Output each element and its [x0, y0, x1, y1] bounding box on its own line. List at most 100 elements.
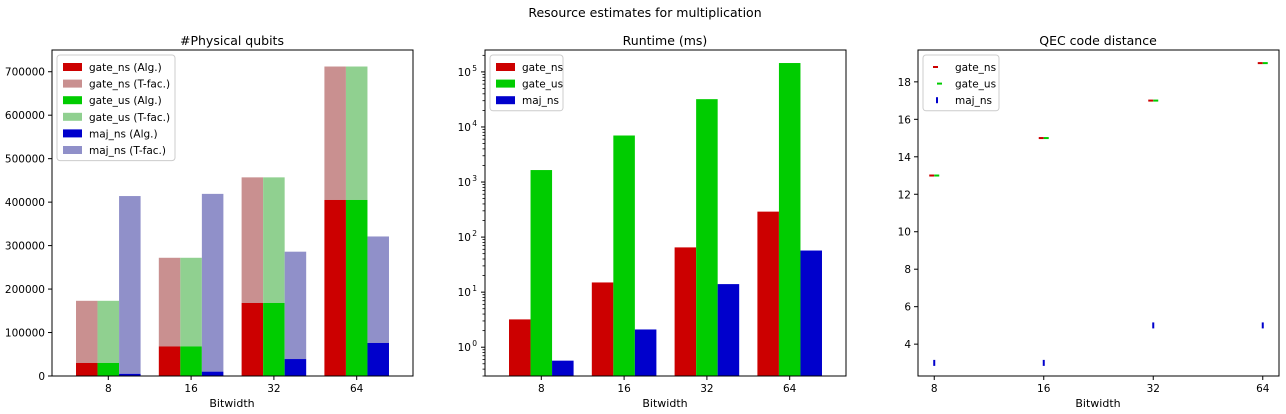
maj_ns-runtime-bar [800, 250, 822, 376]
runtime-chart-title: Runtime (ms) [623, 33, 708, 48]
gate_us-alg-bar [263, 302, 285, 376]
qubits-xtick-label: 32 [267, 383, 280, 395]
gate_ns-alg-bar [324, 199, 346, 376]
runtime-ytick-label: 10 [458, 177, 471, 189]
runtime-ytick-label: 10 [458, 232, 471, 244]
qec-chart-title: QEC code distance [1039, 33, 1157, 48]
maj_ns-runtime-bar [634, 329, 657, 376]
maj_ns-alg-bar [284, 359, 307, 376]
qubits-legend-frame [56, 54, 176, 162]
legend-label-gate_us-alg: gate_us (Alg.) [89, 95, 162, 107]
runtime-xtick-label: 8 [538, 383, 545, 395]
legend-label-maj_ns-tfac: maj_ns (T-fac.) [89, 145, 166, 157]
legend-swatch-maj_ns [496, 96, 515, 105]
figure-suptitle: Resource estimates for multiplication [528, 5, 761, 20]
gate_ns-runtime-bar [591, 282, 614, 376]
runtime-ytick-label: 10 [458, 342, 471, 354]
legend-label-gate_ns: gate_ns [522, 62, 563, 74]
qec-chart-xlabel: Bitwidth [1075, 397, 1120, 410]
qec-legend-frame [922, 54, 1000, 112]
runtime-chart: Runtime (ms) 10 010 110 210 310 410 58 16 32 64 B… [458, 33, 847, 410]
qec-ytick-label: 8 [904, 264, 911, 276]
qubits-ytick-label: 0 [38, 371, 45, 383]
maj_ns-tfac-bar [201, 193, 224, 372]
legend-swatch-gate_ns-alg [63, 63, 82, 71]
qec-xtick-label: 32 [1147, 383, 1160, 395]
runtime-xtick-label: 64 [783, 383, 797, 395]
gate_ns-tfac-bar [76, 300, 98, 363]
legend-swatch-gate_ns-tfac [63, 79, 82, 88]
qec-ytick-label: 12 [898, 189, 911, 201]
legend-label-maj_ns: maj_ns [955, 95, 992, 107]
legend-swatch-gate_us-alg [63, 96, 82, 105]
gate_us-alg-bar [345, 199, 368, 376]
legend-swatch-gate_us-tfac [63, 112, 82, 121]
gate_us-alg-bar [97, 362, 120, 376]
maj_ns-runtime-bar [717, 284, 740, 376]
qubits-xtick-label: 16 [184, 383, 198, 395]
qec-ytick-label: 10 [898, 227, 911, 239]
gate_ns-runtime-bar [757, 211, 779, 376]
gate_ns-runtime-bar [509, 319, 531, 376]
runtime-ytick-label: 10 [458, 287, 471, 299]
qubits-xtick-label: 64 [350, 383, 364, 395]
runtime-ytick-label: 10 [458, 67, 471, 79]
gate_ns-alg-bar [241, 302, 264, 376]
legend-swatch-gate_ns [496, 63, 515, 71]
qubits-chart-xlabel: Bitwidth [209, 397, 254, 410]
legend-label-maj_ns-alg: maj_ns (Alg.) [89, 128, 158, 140]
legend-label-gate_ns: gate_ns [955, 62, 996, 74]
maj_ns-tfac-bar [284, 251, 307, 360]
maj_ns-tfac-bar [367, 236, 389, 343]
qec-ytick-label: 4 [904, 339, 911, 351]
runtime-ytick-label: 10 [458, 122, 471, 134]
legend-label-gate_ns-alg: gate_ns (Alg.) [89, 62, 162, 74]
runtime-ytick-exponent: 1 [472, 284, 477, 293]
gate_us-tfac-bar [263, 177, 285, 303]
runtime-xtick-label: 32 [700, 383, 713, 395]
legend-swatch-gate_us [496, 79, 515, 88]
qubits-ytick-label: 300000 [5, 241, 45, 253]
qubits-ytick-label: 200000 [5, 284, 45, 296]
qec-ytick-label: 14 [898, 152, 912, 164]
qec-xtick-label: 8 [931, 383, 938, 395]
gate_us-runtime-bar [778, 63, 801, 377]
legend-label-gate_us: gate_us [955, 79, 996, 91]
gate_ns-alg-bar [158, 346, 181, 376]
maj_ns-alg-bar [119, 373, 141, 376]
gate_ns-tfac-bar [241, 177, 264, 303]
gate_us-runtime-bar [613, 135, 635, 376]
gate_ns-alg-bar [76, 362, 98, 376]
qec-chart: QEC code distance 4 6 8 10 12 14 16 18 8 16 32 64 B… [898, 33, 1280, 410]
qec-ytick-label: 6 [904, 302, 911, 314]
legend-swatch-maj_ns-alg [63, 129, 82, 138]
maj_ns-runtime-bar [552, 360, 574, 376]
gate_ns-runtime-bar [674, 247, 697, 376]
maj_ns-alg-bar [201, 371, 224, 376]
qubits-ytick-label: 100000 [5, 328, 45, 340]
legend-label-gate_us-tfac: gate_us (T-fac.) [89, 112, 170, 124]
runtime-ytick-exponent: 0 [472, 339, 477, 348]
gate_us-runtime-bar [530, 170, 553, 376]
legend-label-maj_ns: maj_ns [522, 95, 559, 107]
gate_us-tfac-bar [97, 300, 120, 363]
runtime-ytick-exponent: 2 [472, 229, 477, 238]
qec-xtick-label: 16 [1037, 383, 1051, 395]
qubits-ytick-label: 600000 [5, 110, 45, 122]
qubits-xtick-label: 8 [105, 383, 112, 395]
maj_ns-tfac-bar [119, 196, 141, 374]
legend-swatch-maj_ns-tfac [63, 146, 82, 154]
gate_us-runtime-bar [696, 99, 718, 376]
runtime-xtick-label: 16 [617, 383, 631, 395]
maj_ns-alg-bar [367, 342, 389, 376]
qubits-ytick-label: 700000 [5, 67, 45, 79]
runtime-chart-xlabel: Bitwidth [642, 397, 687, 410]
qubits-ytick-label: 400000 [5, 197, 45, 209]
qec-xtick-label: 64 [1256, 383, 1270, 395]
gate_us-tfac-bar [345, 66, 368, 200]
runtime-ytick-exponent: 3 [472, 174, 477, 183]
legend-label-gate_us: gate_us [522, 79, 563, 91]
runtime-ytick-exponent: 5 [472, 64, 477, 73]
gate_ns-tfac-bar [158, 257, 181, 347]
